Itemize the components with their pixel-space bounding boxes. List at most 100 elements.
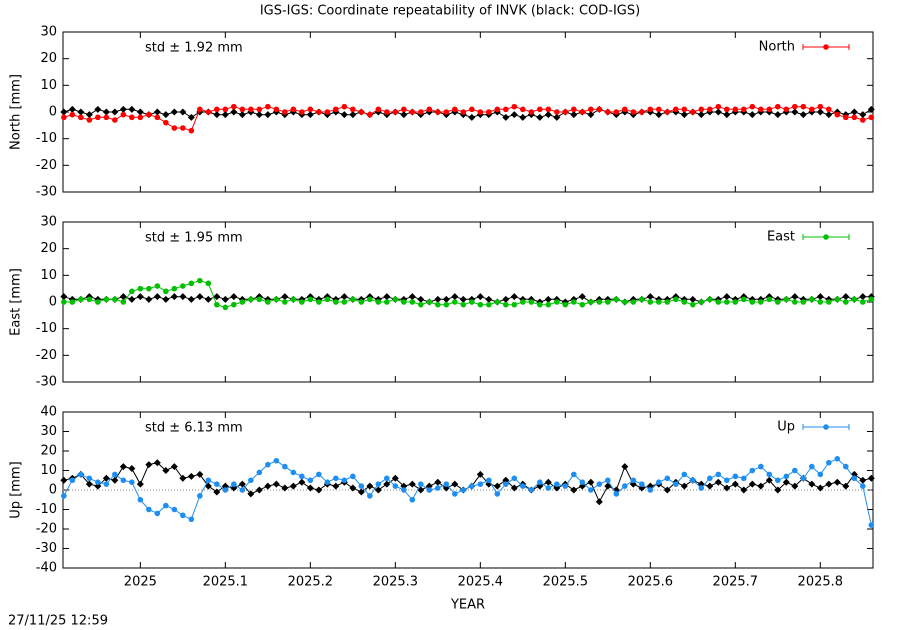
data-point (95, 479, 101, 486)
y-tick-label: -20 (36, 158, 57, 173)
data-point (562, 483, 569, 489)
data-point (247, 490, 255, 498)
data-point (842, 293, 850, 301)
data-point (741, 296, 747, 303)
data-point (715, 299, 722, 305)
x-tick-label: 2025 (124, 575, 157, 590)
data-point (834, 296, 841, 303)
data-point (154, 114, 161, 121)
y-tick-label: 20 (40, 444, 57, 459)
data-point (188, 280, 195, 287)
data-point (230, 293, 238, 301)
data-point (418, 481, 424, 487)
data-point (621, 463, 629, 471)
data-point (520, 483, 526, 489)
data-point (265, 103, 271, 110)
data-point (265, 461, 271, 468)
data-point (851, 475, 858, 482)
data-point (554, 481, 560, 487)
y-tick-label: 30 (40, 424, 57, 439)
data-point (136, 293, 144, 301)
data-point (86, 296, 93, 303)
data-point (316, 471, 322, 478)
data-point (214, 481, 220, 487)
data-point (697, 111, 705, 119)
data-point (544, 295, 552, 303)
data-point (290, 106, 297, 113)
data-point (341, 103, 348, 110)
data-point (469, 483, 475, 489)
data-point (307, 106, 314, 113)
data-point (639, 296, 645, 303)
data-point (120, 477, 127, 484)
data-point (196, 470, 204, 478)
plot-area (60, 456, 875, 528)
data-point (741, 106, 747, 113)
data-point (197, 277, 203, 284)
data-point (442, 295, 450, 303)
data-point (792, 467, 798, 474)
data-point (816, 108, 824, 116)
data-point (137, 285, 144, 292)
data-point (689, 295, 697, 303)
data-point (129, 479, 135, 486)
data-point (528, 487, 535, 493)
data-point (187, 472, 195, 480)
data-point (409, 496, 416, 503)
data-point (476, 293, 484, 301)
y-tick-label: 40 (40, 405, 57, 420)
data-point (587, 478, 595, 486)
data-point (69, 477, 76, 484)
x-tick-label: 2025.5 (543, 575, 589, 590)
plot-area (60, 277, 875, 311)
data-point (596, 299, 603, 305)
data-point (647, 106, 654, 113)
y-tick-label: -30 (36, 541, 57, 556)
data-point (392, 296, 399, 303)
data-point (171, 506, 178, 513)
data-point (400, 111, 408, 119)
data-point (748, 480, 756, 488)
y-tick-label: -10 (36, 131, 57, 146)
y-tick-label: -10 (36, 321, 57, 336)
data-point (571, 106, 577, 113)
data-point (340, 111, 348, 119)
data-point (273, 457, 280, 464)
data-point (630, 109, 637, 115)
data-point (282, 299, 288, 305)
x-tick-label: 2025.1 (203, 575, 249, 590)
y-tick-label: 0 (49, 483, 57, 498)
data-point (681, 106, 688, 113)
data-point (528, 109, 535, 115)
y-tick-label: 20 (40, 51, 57, 66)
data-point (493, 482, 501, 490)
data-point (179, 474, 187, 482)
data-point (860, 483, 866, 489)
data-point (707, 475, 713, 482)
data-point (783, 296, 790, 303)
data-point (749, 103, 756, 110)
data-point (214, 106, 220, 113)
data-point (605, 109, 611, 115)
data-point (775, 103, 781, 110)
data-point (273, 296, 280, 303)
data-point (809, 296, 815, 303)
data-point (350, 106, 356, 113)
data-point (306, 111, 314, 119)
data-point (180, 512, 186, 519)
data-point (119, 105, 127, 113)
data-point (299, 109, 305, 115)
legend-swatch (823, 424, 829, 430)
data-point (817, 103, 824, 110)
data-point (452, 106, 458, 113)
data-point (272, 480, 280, 488)
data-point (281, 293, 289, 301)
data-point (782, 478, 790, 486)
data-point (222, 487, 229, 493)
data-point (469, 299, 475, 305)
data-point (128, 465, 136, 473)
chart-title: IGS-IGS: Coordinate repeatability of INV… (260, 4, 640, 19)
data-point (554, 109, 560, 115)
data-point (375, 299, 382, 305)
data-point (213, 293, 221, 301)
